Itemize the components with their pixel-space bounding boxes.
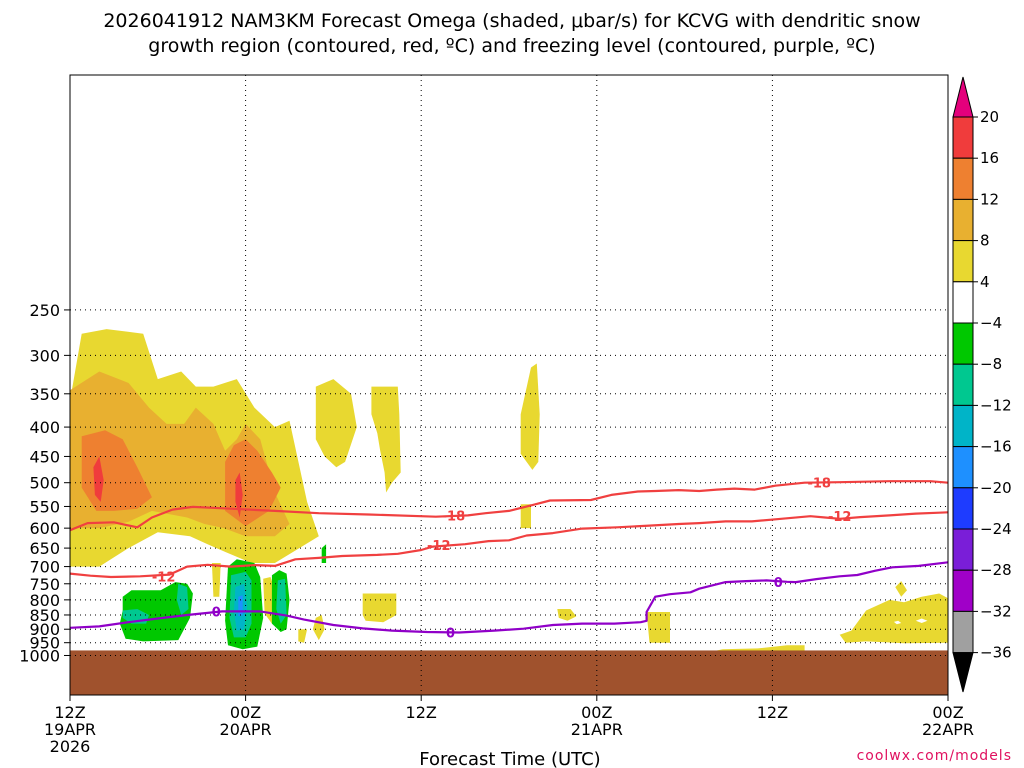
dendritic-contour-line [70, 511, 948, 579]
omega-region [298, 629, 308, 643]
omega-region [646, 612, 670, 643]
x-tick-label: 22APR [922, 720, 974, 739]
dendritic-contour-line [70, 480, 948, 532]
colorbar-label: −24 [980, 520, 1012, 538]
x-tick-label: 00Z [932, 703, 963, 722]
colorbar-swatch [952, 322, 974, 365]
omega-region [276, 578, 287, 624]
x-tick-label: 00Z [581, 703, 612, 722]
x-tick-label: 19APR [44, 720, 96, 739]
credit-text: coolwx.com/models [857, 748, 1012, 764]
freezing-contour-label: 0 [774, 576, 783, 591]
plot-frame [69, 74, 949, 696]
y-tick-label: 700 [29, 558, 60, 577]
x-tick-label: 00Z [230, 703, 261, 722]
colorbar-label: 16 [980, 149, 999, 167]
colorbar-swatch [952, 569, 974, 612]
colorbar-swatch [952, 116, 974, 159]
colorbar-label: −20 [980, 479, 1012, 497]
colorbar: 20 16 12 8 4 −4 −8 −12 −16 −20 −24 −28 −32 −36 [952, 76, 1012, 693]
omega-region [315, 379, 357, 468]
colorbar-label: −12 [980, 396, 1012, 414]
omega-region [520, 504, 531, 529]
y-tick-label: 750 [29, 575, 60, 594]
y-tick-label: 1000 [19, 646, 60, 665]
omega-region [312, 615, 325, 641]
y-tick-label: 850 [29, 606, 60, 625]
y-tick-label: 650 [29, 539, 60, 558]
colorbar-swatch [952, 198, 974, 242]
x-tick-label: 2026 [50, 737, 91, 756]
colorbar-label: 8 [980, 232, 990, 250]
colorbar-label: −28 [980, 561, 1012, 579]
omega-region [362, 593, 397, 623]
x-tick-label: 12Z [54, 703, 85, 722]
x-axis-label: Forecast Time (UTC) [419, 749, 600, 768]
colorbar-swatch [952, 281, 974, 324]
colorbar-label: −8 [980, 355, 1002, 373]
colorbar-label: −36 [980, 644, 1012, 662]
omega-region [520, 363, 540, 470]
colorbar-swatch [952, 363, 974, 406]
colorbar-label: 4 [980, 273, 990, 291]
dendritic-contour-label: -12 [427, 539, 451, 554]
omega-region [93, 456, 104, 502]
colorbar-swatch [952, 404, 974, 448]
freezing-contour-label: 0 [212, 605, 221, 620]
colorbar-swatch [952, 157, 974, 200]
y-tick-label: 500 [29, 474, 60, 493]
omega-region [839, 593, 948, 644]
freezing-contour-line [70, 561, 948, 634]
y-tick-label: 400 [29, 418, 60, 437]
colorbar-label: −16 [980, 438, 1012, 456]
omega-region [895, 581, 907, 597]
dendritic-contour-label: -18 [807, 477, 831, 492]
omega-gap [915, 618, 928, 623]
colorbar-swatch [952, 487, 974, 530]
dendritic-contour-label: -12 [828, 510, 852, 525]
omega-region [238, 595, 243, 617]
freezing-contour-label: 0 [446, 627, 455, 642]
y-tick-label: 350 [29, 385, 60, 404]
dendritic-contour-label: -12 [152, 570, 176, 585]
x-tick-label: 21APR [571, 720, 623, 739]
y-tick-label: 600 [29, 519, 60, 538]
colorbar-label: −32 [980, 602, 1012, 620]
colorbar-label: −4 [980, 314, 1002, 332]
colorbar-label: 12 [980, 190, 999, 208]
colorbar-label: 20 [980, 108, 999, 126]
x-tick-label: 20APR [220, 720, 272, 739]
colorbar-swatch [952, 528, 974, 571]
y-tick-label: 950 [29, 634, 60, 653]
y-tick-label: 250 [29, 301, 60, 320]
y-tick-label: 900 [29, 620, 60, 639]
colorbar-top-arrow [952, 76, 974, 118]
omega-region [211, 563, 221, 597]
colorbar-swatch [952, 446, 974, 489]
y-tick-label: 550 [29, 497, 60, 516]
omega-region [119, 582, 193, 642]
x-tick-label: 12Z [406, 703, 437, 722]
y-axis: 2503003504004505005506006507007508008509… [19, 301, 70, 665]
colorbar-bottom-arrow [952, 652, 974, 693]
colorbar-swatch [952, 240, 974, 283]
ground-surface [70, 650, 948, 695]
omega-gap [893, 620, 902, 625]
omega-region [557, 609, 577, 621]
y-tick-label: 450 [29, 447, 60, 466]
omega-region [176, 583, 189, 615]
title-line-2: growth region (contoured, red, ºC) and f… [148, 35, 875, 57]
y-tick-label: 800 [29, 591, 60, 610]
x-tick-label: 12Z [757, 703, 788, 722]
omega-region [321, 544, 327, 563]
title-line-1: 2026041912 NAM3KM Forecast Omega (shaded… [103, 10, 920, 32]
colorbar-swatch [952, 610, 974, 654]
omega-region [371, 386, 401, 493]
y-tick-label: 300 [29, 346, 60, 365]
plot-area: -18 -18 -12 -12 -12 0 0 0 [69, 74, 949, 696]
dendritic-contour-label: -18 [442, 509, 466, 524]
